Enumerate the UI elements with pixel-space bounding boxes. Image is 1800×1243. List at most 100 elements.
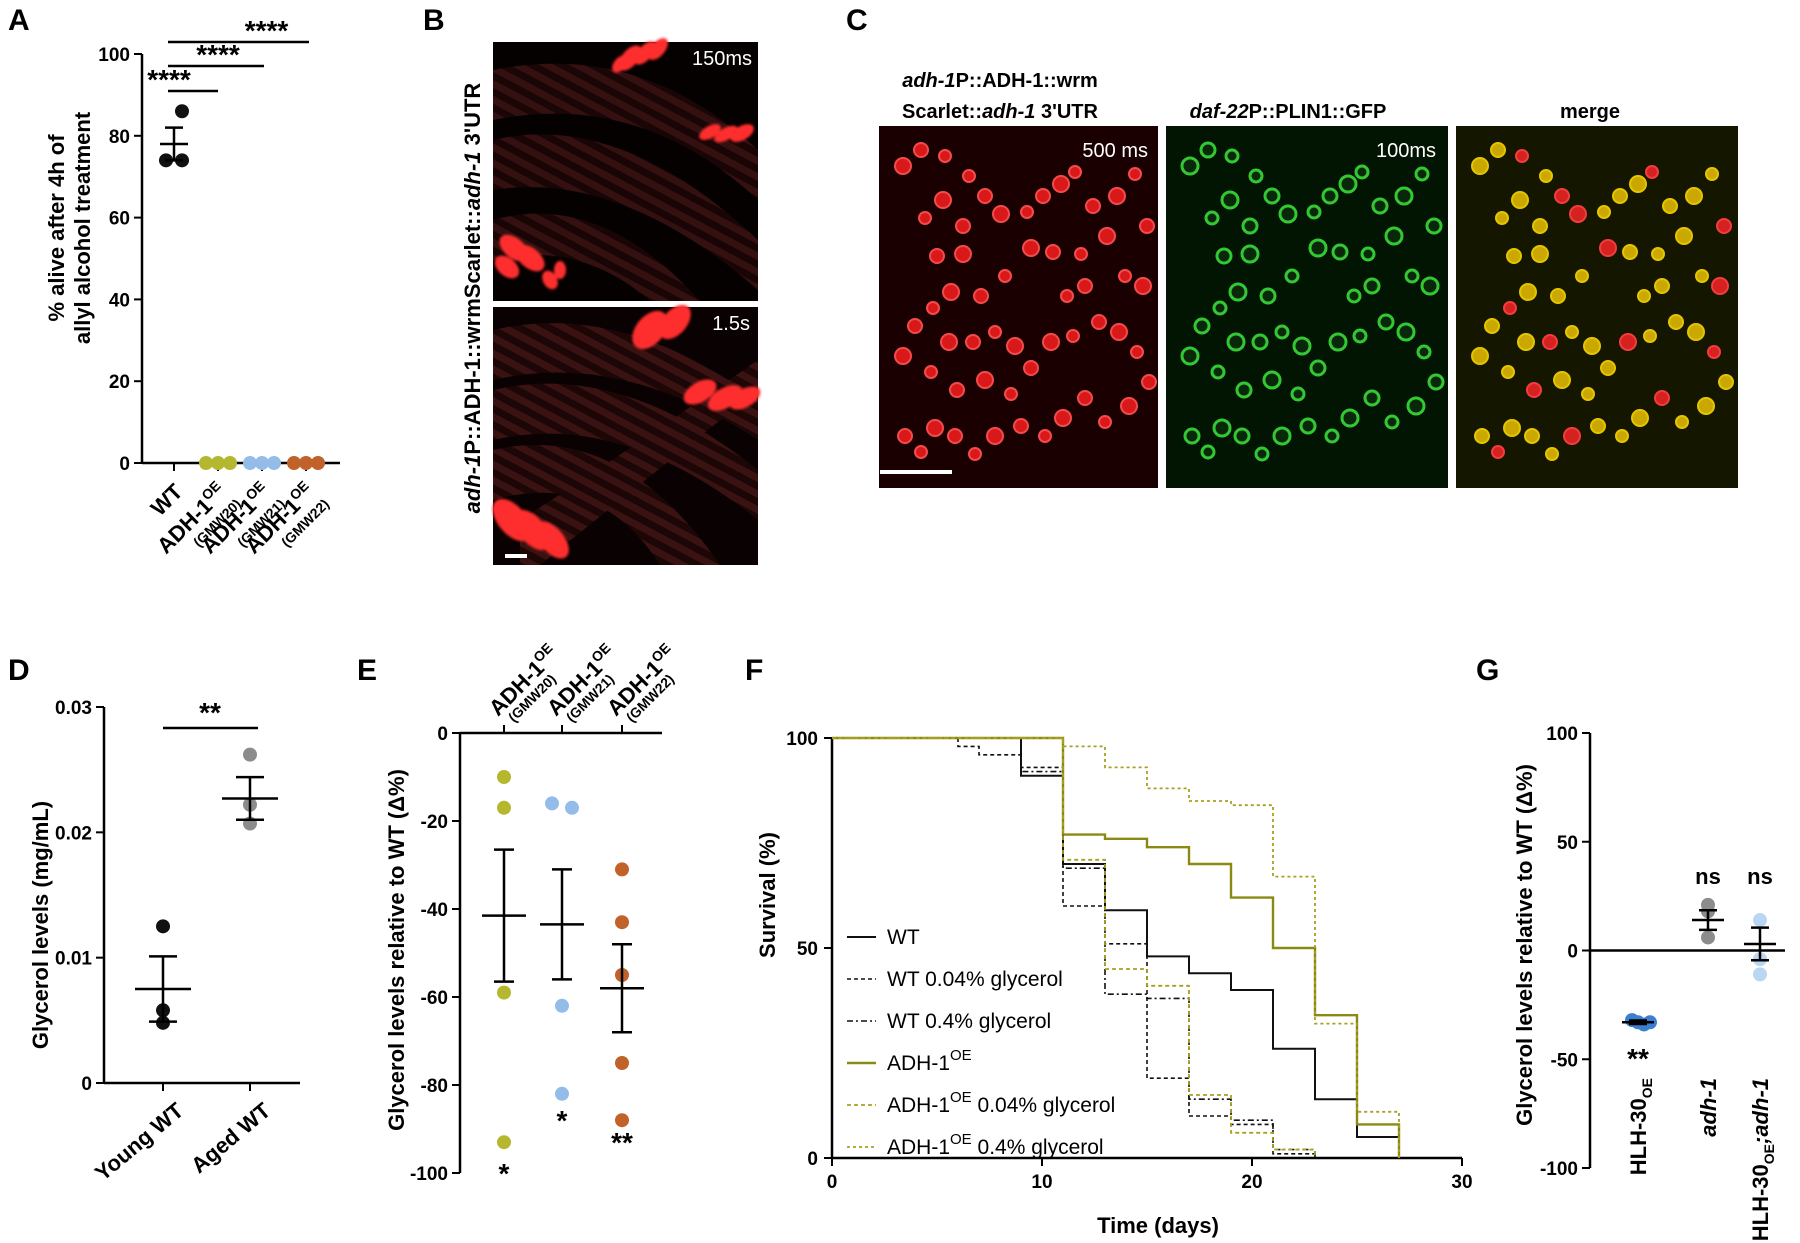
x-tick-label: 10 [1031, 1172, 1052, 1193]
survival-curve [832, 737, 1316, 1158]
lipid-droplet [1278, 204, 1298, 224]
legend-entry-sup: OE [950, 1047, 972, 1064]
panel-b: B adh-1P::ADH-1::wrmScarlet::adh-1 3'UTR [423, 4, 761, 565]
legend-entry: ADH-1OE [887, 1047, 972, 1075]
data-point [255, 456, 269, 470]
lipid-droplet [1474, 428, 1490, 444]
panel-a-axes [140, 54, 340, 471]
lipid-droplet [934, 191, 952, 209]
lipid-droplet [894, 157, 912, 175]
lipid-droplet [992, 205, 1010, 223]
lipid-droplet [1141, 374, 1157, 390]
panel-a-categories: WTADH-1OE(GMW20)ADH-1OE(GMW21)ADH-1OE(GM… [146, 477, 332, 558]
lipid-droplet [1262, 370, 1282, 390]
survival-curve [832, 737, 1316, 1158]
lipid-droplet [940, 333, 958, 351]
exposure-label-green: 100ms [1376, 140, 1436, 162]
lipid-droplet [1637, 289, 1651, 303]
panel-g-y-ticks: 100 50 0 -50 -100 [1540, 724, 1590, 1180]
panel-f-label: F [745, 654, 763, 687]
lipid-droplet [1651, 247, 1665, 261]
data-point [555, 1086, 569, 1101]
lipid-droplet [1384, 226, 1404, 246]
lipid-droplet [1022, 239, 1040, 257]
legend-entry-text: WT 0.04% glycerol [887, 968, 1063, 991]
lipid-droplet [1340, 408, 1360, 428]
lipid-droplet [1654, 278, 1670, 294]
lipid-droplet [1020, 205, 1034, 219]
lipid-droplet [1120, 397, 1138, 415]
category-label: Aged WT [186, 1097, 276, 1178]
lipid-droplet [1193, 317, 1211, 335]
data-point [1753, 967, 1767, 982]
panel-e-y-ticks: 0 -20 -40 -60 -80 -100 [410, 724, 460, 1185]
lipid-droplet [954, 245, 972, 263]
lipid-droplet [894, 347, 912, 365]
lipid-droplet [1110, 323, 1128, 341]
legend-entry: WT 0.04% glycerol [887, 968, 1063, 991]
lipid-droplet [1045, 244, 1061, 260]
category-label-text: adh-1 [1696, 1078, 1721, 1137]
lipid-droplet [1248, 168, 1264, 184]
lipid-droplet [998, 269, 1012, 283]
y-tick-label: 100 [1546, 724, 1578, 745]
lipid-droplet [1241, 217, 1259, 235]
data-point [156, 1015, 170, 1030]
panel-d-significance: ** [163, 697, 258, 730]
panel-a-significance: ************ [147, 15, 309, 95]
lipid-droplet [1471, 347, 1489, 365]
lipid-droplet [1272, 426, 1292, 446]
lipid-droplet [1511, 191, 1529, 209]
sig-stars: **** [196, 39, 240, 70]
lipid-droplet [1519, 283, 1537, 301]
lipid-droplet [1363, 277, 1381, 295]
lipid-droplet [1718, 374, 1734, 390]
scale-bar [505, 554, 527, 558]
lipid-droplet [968, 447, 982, 461]
legend-entry-text: WT 0.4% glycerol [887, 1010, 1051, 1033]
panel-a-y-ticks: 0 20 40 60 80 100 [98, 45, 142, 475]
lipid-droplet [1503, 419, 1521, 437]
legend-entry-sup: OE [950, 1131, 972, 1148]
data-point [199, 456, 213, 470]
lipid-droplet [1235, 381, 1253, 399]
exposure-label-red: 500 ms [1082, 140, 1148, 162]
lipid-droplet [1491, 445, 1505, 459]
panel-d-label: D [8, 654, 30, 687]
data-point [211, 456, 225, 470]
lipid-droplet [914, 445, 928, 459]
lipid-droplet [947, 428, 963, 444]
lipid-droplet [1290, 386, 1306, 402]
lipid-droplet [1023, 360, 1039, 376]
panel-d-y-ticks: 0 0.01 0.02 0.03 [55, 698, 104, 1095]
y-tick-label: 80 [109, 127, 130, 148]
lipid-droplet [1308, 238, 1328, 258]
lipid-droplet [1224, 148, 1240, 164]
y-tick-label: -20 [421, 812, 448, 833]
lipid-droplet [926, 301, 940, 315]
legend-entry-text: ADH-1 [887, 1094, 950, 1117]
y-tick-label: -40 [421, 900, 448, 921]
lipid-droplet [988, 325, 1002, 339]
y-tick-label: -100 [1540, 1159, 1578, 1180]
data-point [615, 862, 629, 877]
category-label-sub: OE [1639, 1078, 1655, 1098]
data-point [287, 456, 301, 470]
data-point [497, 985, 511, 1000]
sig-stars: ** [1627, 1043, 1649, 1074]
panel-e-marks [482, 770, 644, 1150]
lipid-droplet [1384, 414, 1400, 430]
category-label: adh-1 [1696, 1078, 1721, 1137]
lipid-droplet [1583, 337, 1601, 355]
lipid-droplet [1215, 247, 1233, 265]
lipid-droplet [1705, 167, 1719, 181]
lipid-droplet [1631, 409, 1649, 427]
lipid-droplet [973, 288, 989, 304]
category-label: HLH-30OE [1626, 1078, 1655, 1175]
lipid-droplet [949, 382, 965, 398]
legend-entry: WT [887, 926, 920, 949]
y-tick-label: 0 [119, 454, 130, 475]
lipid-droplet [1204, 210, 1220, 226]
y-tick-label: -60 [421, 988, 448, 1009]
category-label-text: HLH-30 [1626, 1098, 1651, 1175]
